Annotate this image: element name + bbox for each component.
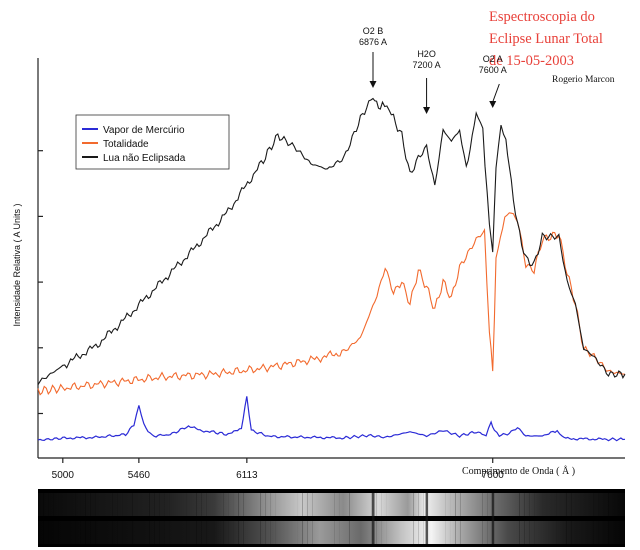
chart-title: Espectroscopia do Eclipse Lunar Total de…	[489, 9, 603, 69]
strip-absorption-line-2	[372, 493, 375, 544]
spectrum-strip	[38, 489, 625, 547]
strip-absorption-line-1	[425, 493, 429, 544]
y-axis	[37, 58, 43, 458]
legend-label-mercurio: Vapor de Mercúrio	[103, 125, 185, 136]
y-axis-label: Intensidade Relativa ( A Units )	[12, 203, 22, 326]
annotation-arrow-2	[492, 83, 500, 103]
series-line-0	[37, 396, 626, 442]
title-line-1: Espectroscopia do	[489, 9, 595, 25]
annotation-0-line-1: 6876 A	[359, 37, 387, 47]
legend-label-lua: Lua não Eclipsada	[103, 153, 186, 164]
series-line-2	[37, 97, 626, 385]
legend-label-totalidade: Totalidade	[103, 139, 149, 150]
x-tick-label-2: 6113	[236, 470, 258, 481]
author-credit: Rogerio Marcon	[552, 75, 615, 85]
x-tick-label-1: 5460	[128, 470, 151, 481]
series-layer	[37, 97, 626, 442]
legend: Vapor de Mercúrio Totalidade Lua não Ecl…	[75, 114, 230, 170]
annotation-2-line-0: O2 A	[483, 54, 503, 64]
x-tick-label-3: 7600	[482, 470, 505, 481]
annotation-1-line-1: 7200 A	[413, 60, 441, 70]
title-line-2: Eclipse Lunar Total	[489, 31, 603, 47]
x-axis: 5000 5460 6113 7600	[38, 457, 625, 481]
annotation-2-line-1: 7600 A	[479, 65, 507, 75]
annotation-arrowhead-0	[369, 81, 377, 88]
title-line-3: de 15-05-2003	[489, 53, 574, 69]
series-line-1	[37, 212, 626, 396]
strip-absorption-line-0	[491, 493, 495, 544]
annotation-arrowhead-2	[489, 101, 497, 108]
annotation-1-line-0: H2O	[417, 49, 436, 59]
x-tick-label-0: 5000	[52, 470, 75, 481]
x-axis-label: Comprimento de Onda ( Å )	[462, 465, 575, 477]
annotation-0-line-0: O2 B	[363, 26, 384, 36]
annotation-arrowhead-1	[423, 107, 431, 114]
